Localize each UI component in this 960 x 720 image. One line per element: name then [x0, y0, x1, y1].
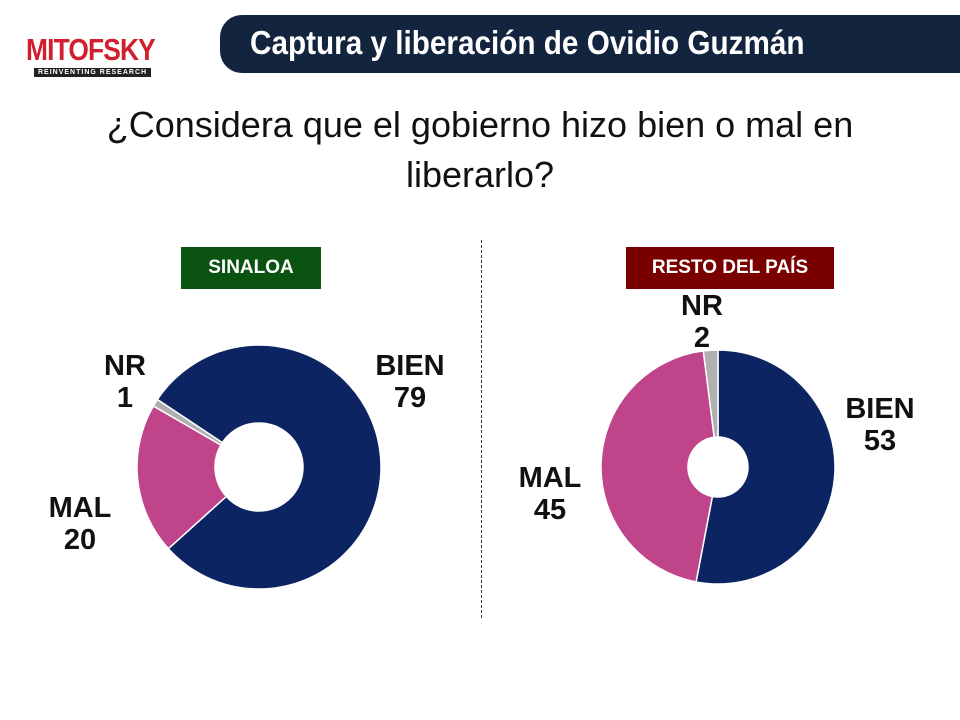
sinaloa-mal-label: MAL 20: [35, 492, 125, 556]
label-name: BIEN: [845, 393, 915, 425]
label-value: 79: [393, 382, 427, 414]
label-name: NR: [681, 290, 723, 322]
donut-slice-resto-bien: [695, 349, 836, 585]
donut-slice-resto-mal: [600, 350, 716, 583]
donut-slice-sinaloa-mal: [136, 404, 228, 550]
resto-bien-label: BIEN 53: [830, 393, 930, 457]
resto-mal-label: MAL 45: [505, 462, 595, 526]
slide-title: Captura y liberación de Ovidio Guzmán: [250, 24, 805, 61]
sinaloa-tag: SINALOA: [181, 247, 321, 289]
donut-slice-sinaloa-bien: [156, 344, 382, 590]
donut-slice-sinaloa-nr: [152, 398, 224, 447]
resto-tag: RESTO DEL PAÍS: [626, 247, 834, 289]
label-name: NR: [104, 350, 146, 382]
resto-nr-label: NR 2: [662, 290, 742, 354]
donut-slice-resto-nr: [702, 349, 719, 439]
logo-subtitle: REINVENTING RESEARCH: [34, 68, 152, 77]
title-banner: Captura y liberación de Ovidio Guzmán: [220, 15, 960, 73]
mitofsky-logo: MITOFSKY REINVENTING RESEARCH: [22, 8, 177, 78]
label-value: 20: [63, 524, 97, 556]
label-name: MAL: [48, 492, 112, 524]
label-value: 45: [533, 494, 567, 526]
label-value: 53: [863, 425, 897, 457]
label-name: BIEN: [375, 350, 445, 382]
divider: [481, 240, 482, 618]
label-value: 1: [116, 382, 134, 414]
label-value: 2: [693, 322, 711, 354]
question-text: ¿Considera que el gobierno hizo bien o m…: [106, 104, 854, 195]
sinaloa-bien-label: BIEN 79: [360, 350, 460, 414]
label-name: MAL: [518, 462, 582, 494]
logo-text: MITOFSKY: [26, 32, 156, 67]
sinaloa-nr-label: NR 1: [85, 350, 165, 414]
